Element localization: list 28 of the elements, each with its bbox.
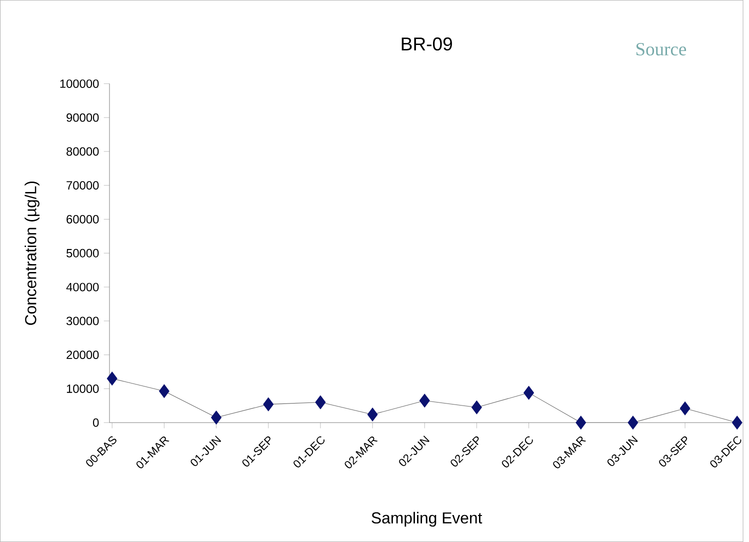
text: Source [636,43,686,56]
point [158,384,170,398]
y-tick-label: 60000 [66,215,99,224]
y-tick-label: 10000 [66,384,99,393]
point [471,400,482,414]
y-tick-label: 80000 [66,147,99,156]
y-tick-label: 20000 [66,350,99,360]
point [367,408,378,422]
y-tick-label: 70000 [66,181,99,190]
x-axis-title: Sampling Event [372,512,482,527]
chart-title: BR-09 [402,37,452,50]
point [524,386,534,400]
y-tick-label: 100000 [60,79,99,88]
point [211,410,222,424]
y-tick-label: 30000 [66,316,99,326]
point [680,401,690,416]
point [315,395,326,410]
y-axis-title: Concentration (µg/L) [24,182,40,325]
point [106,372,118,386]
point [263,397,274,412]
point [628,416,638,430]
point [576,416,586,430]
y-tick-label: 90000 [66,113,99,122]
y-tick-label: 0 [93,418,99,427]
point [732,416,742,430]
y-tick-label: 40000 [66,282,99,292]
point [419,394,430,408]
y-tick-label: 50000 [66,248,99,258]
